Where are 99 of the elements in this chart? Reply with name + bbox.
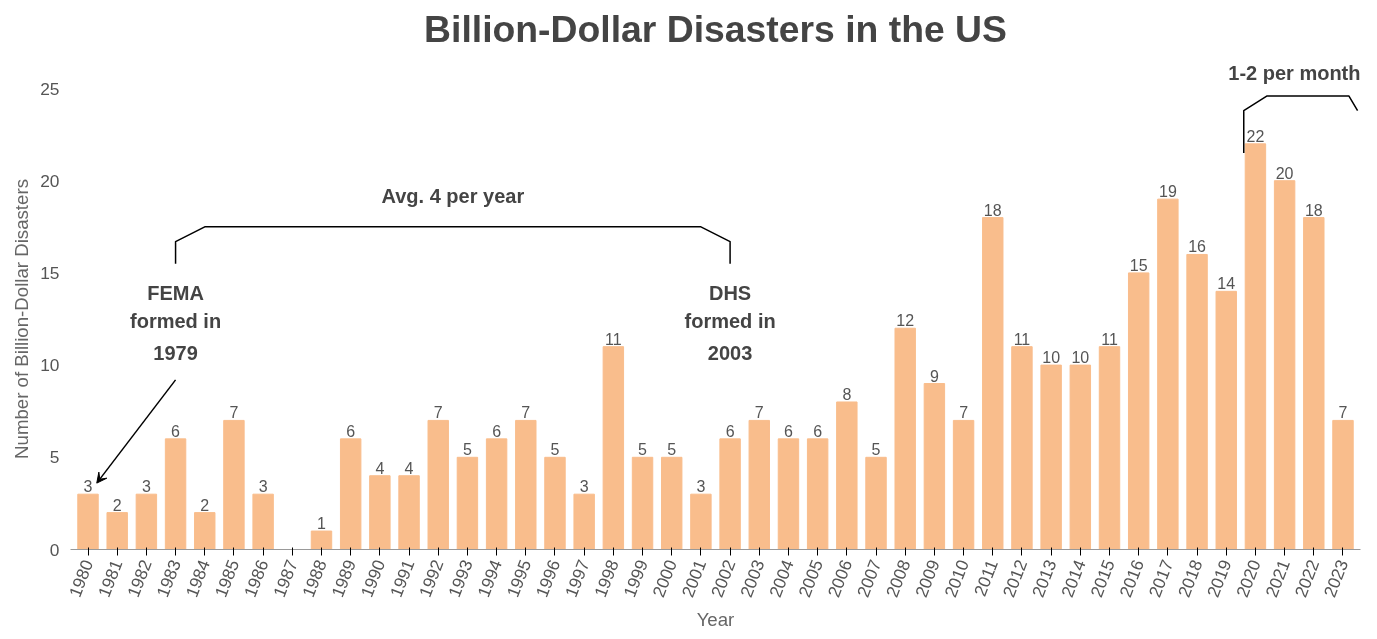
- bar: [1069, 364, 1092, 550]
- bar: [369, 475, 391, 550]
- data-label: 18: [1304, 201, 1323, 219]
- data-label: 3: [696, 478, 706, 496]
- bar: [573, 493, 595, 550]
- data-label: 6: [492, 422, 502, 440]
- data-label: 6: [813, 422, 823, 440]
- data-label: 7: [754, 404, 764, 422]
- bar: [398, 475, 420, 550]
- bar: [339, 438, 362, 550]
- data-label: 18: [983, 201, 1002, 219]
- y-tick-label: 20: [40, 170, 60, 191]
- data-label: 5: [871, 441, 881, 459]
- bar: [1303, 217, 1325, 550]
- bar: [748, 419, 770, 550]
- data-label: 5: [462, 441, 472, 459]
- y-tick-label: 25: [40, 78, 60, 99]
- bar: [777, 438, 800, 550]
- text: 1-2 per month: [1228, 61, 1361, 84]
- bar: [631, 456, 654, 550]
- data-label: 1: [317, 515, 327, 533]
- bar: [865, 456, 887, 550]
- bar: [427, 419, 449, 550]
- data-label: 9: [929, 367, 939, 385]
- y-axis-title: Number of Billion-Dollar Disasters: [11, 179, 33, 459]
- data-label: 6: [784, 422, 794, 440]
- data-label: 5: [550, 441, 560, 459]
- data-label: 7: [1338, 404, 1348, 422]
- bar: [602, 346, 625, 550]
- bar: [77, 493, 99, 550]
- data-label: 6: [171, 422, 181, 440]
- bar: [923, 383, 946, 550]
- data-label: 11: [605, 330, 622, 348]
- bar: [485, 438, 508, 550]
- data-label: 2: [200, 496, 210, 514]
- bar: [1215, 290, 1237, 550]
- data-label: 7: [521, 404, 531, 422]
- data-label: 6: [725, 422, 735, 440]
- bar: [1244, 143, 1267, 550]
- bar: [1273, 180, 1296, 550]
- data-label: 4: [404, 459, 414, 477]
- bar: [1186, 253, 1208, 550]
- data-label: 3: [83, 478, 93, 496]
- y-tick-label: 10: [40, 355, 60, 376]
- data-label: 3: [579, 478, 589, 496]
- bar: [1332, 419, 1354, 550]
- bar: [894, 327, 916, 550]
- chart-title: Billion-Dollar Disasters in the US: [424, 7, 1007, 50]
- bar: [836, 401, 858, 550]
- bar: [164, 438, 187, 550]
- bar: [806, 438, 829, 550]
- data-label: 12: [896, 312, 915, 330]
- data-label: 4: [375, 459, 385, 477]
- data-label: 11: [1101, 330, 1118, 348]
- y-tick-label: 15: [40, 262, 60, 283]
- bar: [310, 530, 333, 550]
- bar: [952, 419, 975, 550]
- annotation: FEMA formed in 1979: [130, 282, 222, 364]
- data-label: 16: [1188, 238, 1207, 256]
- annotation: Avg. 4 per year: [381, 184, 525, 207]
- data-label: 2: [112, 496, 122, 514]
- bar: [135, 493, 158, 550]
- y-tick-label: 0: [49, 539, 60, 560]
- data-label: 7: [959, 404, 969, 422]
- y-tick-label: 5: [49, 447, 60, 468]
- data-label: 3: [258, 478, 268, 496]
- data-label: 7: [229, 404, 239, 422]
- bar: [982, 217, 1004, 550]
- data-label: 15: [1129, 256, 1148, 274]
- bar: [690, 493, 712, 550]
- data-label: 22: [1246, 127, 1265, 145]
- bar: [1127, 272, 1150, 550]
- data-label: 20: [1275, 164, 1294, 182]
- data-label: 10: [1042, 349, 1061, 367]
- data-label: 19: [1158, 183, 1177, 201]
- bar: [1011, 346, 1033, 550]
- data-label: 5: [638, 441, 648, 459]
- bar: [1098, 346, 1121, 550]
- bar: [106, 512, 128, 550]
- data-label: 11: [1013, 330, 1031, 348]
- data-label: 3: [141, 478, 151, 496]
- bar: [515, 419, 537, 550]
- bar: [194, 512, 216, 550]
- data-label: 6: [346, 422, 356, 440]
- annotation: DHS formed in 2003: [684, 282, 776, 364]
- data-label: 10: [1071, 349, 1090, 367]
- data-label: 14: [1217, 275, 1236, 293]
- data-label: 7: [433, 404, 443, 422]
- bar: [719, 438, 741, 550]
- x-axis-title: Year: [696, 608, 735, 630]
- data-label: 5: [667, 441, 677, 459]
- bar: [661, 456, 683, 550]
- bar: [223, 419, 245, 550]
- bar: [1157, 198, 1179, 550]
- bar: [252, 493, 274, 550]
- data-label: 8: [842, 385, 852, 403]
- bar: [456, 456, 479, 550]
- bar: [544, 456, 566, 550]
- bar: [1040, 364, 1062, 550]
